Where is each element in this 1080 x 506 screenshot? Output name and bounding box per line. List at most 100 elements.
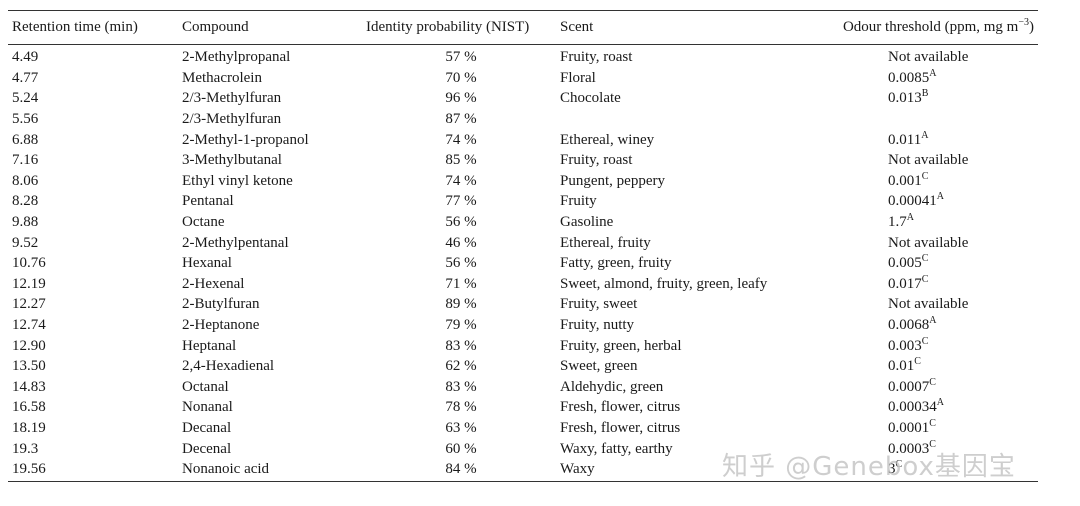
table-row: 16.58 Nonanal 78 % Fresh, flower, citrus 0.0… xyxy=(8,397,1038,418)
threshold-reference: A xyxy=(906,212,914,224)
threshold-value: 0.0068 xyxy=(888,317,930,334)
table-row: 14.83 Octanal 83 % Aldehydic, green 0.0007C xyxy=(8,377,1038,398)
cell-scent: Fresh, flower, citrus xyxy=(560,419,681,436)
cell-scent: Sweet, green xyxy=(560,358,638,375)
cell-odour-threshold: 0.0003C xyxy=(816,438,1038,459)
header-odour-threshold-close: ) xyxy=(1029,19,1034,35)
cell-odour-threshold: 0.0068A xyxy=(816,315,1038,336)
cell-scent: Fatty, green, fruity xyxy=(560,255,672,272)
cell-retention-time: 8.28 xyxy=(12,193,39,210)
threshold-value: 0.017 xyxy=(888,275,922,292)
cell-scent: Gasoline xyxy=(560,214,614,231)
threshold-value: Not available xyxy=(888,234,969,251)
cell-identity-probability: 60 % xyxy=(445,440,477,457)
cell-retention-time: 4.77 xyxy=(12,69,39,86)
cell-identity-probability: 74 % xyxy=(445,172,477,189)
threshold-reference: A xyxy=(936,191,944,203)
threshold-value: 0.0007 xyxy=(888,378,930,395)
cell-compound: Hexanal xyxy=(182,255,232,272)
table-body: 4.49 2-Methylpropanal 57 % Fruity, roast Not… xyxy=(8,45,1038,483)
cell-odour-threshold: Not available xyxy=(816,150,1038,171)
header-odour-threshold: Odour threshold (ppm, mg m−3) xyxy=(816,10,1038,45)
table-row: 19.56 Nonanoic acid 84 % Waxy 3C xyxy=(8,458,1038,483)
table-row: 12.74 2-Heptanone 79 % Fruity, nutty 0.0068A xyxy=(8,315,1038,336)
threshold-reference: C xyxy=(929,417,936,429)
cell-compound: 3-Methylbutanal xyxy=(182,152,282,169)
table-row: 12.27 2-Butylfuran 89 % Fruity, sweet Not av… xyxy=(8,294,1038,315)
threshold-value: 0.005 xyxy=(888,255,922,272)
table-row: 9.52 2-Methylpentanal 46 % Ethereal, fruity… xyxy=(8,232,1038,253)
cell-identity-probability: 74 % xyxy=(445,131,477,148)
cell-retention-time: 8.06 xyxy=(12,172,39,189)
cell-retention-time: 12.90 xyxy=(12,337,46,354)
cell-identity-probability: 56 % xyxy=(445,214,477,231)
odour-compounds-table: Retention time (min) Compound Identity p… xyxy=(8,10,1038,483)
table-row: 8.28 Pentanal 77 % Fruity 0.00041A xyxy=(8,191,1038,212)
cell-compound: 2-Hexenal xyxy=(182,275,245,292)
table-row: 13.50 2,4-Hexadienal 62 % Sweet, green 0.01C xyxy=(8,356,1038,377)
threshold-value: 0.011 xyxy=(888,131,922,148)
cell-scent: Ethereal, winey xyxy=(560,131,655,148)
cell-compound: Heptanal xyxy=(182,337,237,354)
cell-compound: 2-Methylpentanal xyxy=(182,234,289,251)
cell-scent: Floral xyxy=(560,69,596,86)
cell-scent: Waxy, fatty, earthy xyxy=(560,440,673,457)
table-row: 4.49 2-Methylpropanal 57 % Fruity, roast Not… xyxy=(8,45,1038,68)
cell-compound: 2-Methyl-1-propanol xyxy=(182,131,309,148)
threshold-reference: C xyxy=(921,273,929,285)
table-row: 4.77 Methacrolein 70 % Floral 0.0085A xyxy=(8,68,1038,89)
threshold-value: 1.7 xyxy=(888,214,907,231)
cell-identity-probability: 77 % xyxy=(445,193,477,210)
table-row: 12.19 2-Hexenal 71 % Sweet, almond, fruity,… xyxy=(8,274,1038,295)
cell-scent: Fruity, roast xyxy=(560,49,633,66)
table-row: 7.16 3-Methylbutanal 85 % Fruity, roast Not … xyxy=(8,150,1038,171)
threshold-reference: B xyxy=(921,88,929,100)
cell-scent xyxy=(556,109,816,130)
cell-compound: Nonanoic acid xyxy=(178,458,366,483)
cell-odour-threshold: 0.001C xyxy=(816,171,1038,192)
header-identity-probability: Identity probability (NIST) xyxy=(366,10,556,45)
threshold-reference: A xyxy=(921,129,929,141)
cell-odour-threshold: Not available xyxy=(816,294,1038,315)
odour-table-container: Retention time (min) Compound Identity p… xyxy=(8,10,1038,483)
cell-compound: Nonanal xyxy=(182,399,233,416)
table-row: 18.19 Decanal 63 % Fresh, flower, citrus 0.0… xyxy=(8,418,1038,439)
cell-odour-threshold: 3C xyxy=(816,458,1038,483)
threshold-reference: C xyxy=(921,253,929,265)
table-row: 9.88 Octane 56 % Gasoline 1.7A xyxy=(8,212,1038,233)
cell-identity-probability: 71 % xyxy=(445,275,477,292)
threshold-reference: A xyxy=(929,315,937,327)
threshold-reference: C xyxy=(895,459,903,471)
watermark-text: 知乎 @Genebox基因宝 xyxy=(722,452,1016,482)
threshold-value: 0.003 xyxy=(888,337,922,354)
cell-odour-threshold: 1.7A xyxy=(816,212,1038,233)
cell-odour-threshold: 0.00034A xyxy=(816,397,1038,418)
threshold-value: Not available xyxy=(888,49,969,66)
cell-odour-threshold: 0.01C xyxy=(816,356,1038,377)
cell-retention-time: 4.49 xyxy=(12,49,39,66)
threshold-value: Not available xyxy=(888,296,969,313)
cell-scent: Ethereal, fruity xyxy=(560,234,651,251)
cell-scent: Waxy xyxy=(556,458,816,483)
cell-retention-time: 6.88 xyxy=(12,131,39,148)
cell-compound: 2,4-Hexadienal xyxy=(182,358,275,375)
cell-compound: 2/3-Methylfuran xyxy=(182,111,282,128)
cell-compound: Octanal xyxy=(182,378,229,395)
cell-identity-probability: 70 % xyxy=(445,69,477,86)
cell-odour-threshold: 0.005C xyxy=(816,253,1038,274)
cell-identity-probability: 85 % xyxy=(445,152,477,169)
threshold-value: 0.013 xyxy=(888,90,922,107)
table-header: Retention time (min) Compound Identity p… xyxy=(8,10,1038,45)
cell-identity-probability: 56 % xyxy=(445,255,477,272)
threshold-value: 0.01 xyxy=(888,358,915,375)
threshold-reference: C xyxy=(929,376,936,388)
cell-retention-time: 12.19 xyxy=(12,275,46,292)
table-row: 19.3 Decenal 60 % Waxy, fatty, earthy 0.0003… xyxy=(8,438,1038,459)
threshold-reference: C xyxy=(914,356,921,368)
cell-scent: Fresh, flower, citrus xyxy=(560,399,681,416)
threshold-value: 0.00041 xyxy=(888,193,937,210)
cell-odour-threshold: 0.0007C xyxy=(816,377,1038,398)
cell-retention-time: 12.27 xyxy=(12,296,46,313)
cell-identity-probability: 62 % xyxy=(445,358,477,375)
threshold-reference: A xyxy=(936,397,944,409)
